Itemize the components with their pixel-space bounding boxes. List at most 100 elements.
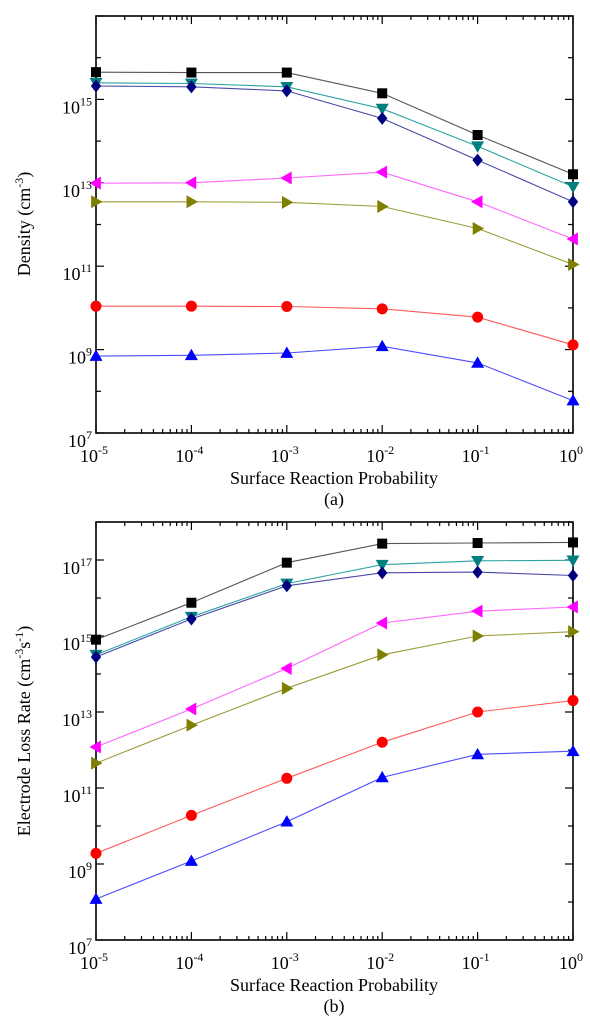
data-point-triangle-up bbox=[90, 892, 103, 903]
data-point-triangle-left bbox=[471, 195, 482, 208]
data-point-triangle-left bbox=[185, 702, 196, 715]
x-tick-label: 10-3 bbox=[271, 950, 299, 973]
data-point-circle bbox=[377, 303, 388, 314]
data-point-triangle-left bbox=[185, 176, 196, 189]
y-tick-label: 1015 bbox=[62, 631, 92, 654]
data-point-triangle-left bbox=[90, 740, 101, 753]
data-point-triangle-right bbox=[568, 258, 579, 271]
data-point-circle bbox=[186, 301, 197, 312]
data-point-triangle-right bbox=[91, 757, 102, 770]
data-point-circle bbox=[472, 707, 483, 718]
series-line-diamond bbox=[96, 572, 573, 657]
data-point-circle bbox=[568, 339, 579, 350]
data-point-circle bbox=[281, 301, 292, 312]
data-point-triangle-right bbox=[187, 719, 198, 732]
x-tick-label: 10-2 bbox=[366, 950, 394, 973]
series-line-circle bbox=[96, 701, 573, 854]
data-point-circle bbox=[186, 810, 197, 821]
data-point-triangle-up bbox=[185, 349, 198, 360]
data-point-triangle-right bbox=[282, 682, 293, 695]
panel-a-plot-frame bbox=[96, 16, 573, 433]
x-tick-label: 10-1 bbox=[462, 443, 490, 466]
data-point-diamond bbox=[568, 195, 578, 208]
y-tick-label: 1011 bbox=[62, 261, 92, 284]
data-point-triangle-left bbox=[567, 600, 578, 613]
data-point-triangle-right bbox=[377, 648, 388, 661]
data-point-square bbox=[568, 169, 578, 179]
data-point-triangle-left bbox=[280, 662, 291, 675]
data-point-triangle-down bbox=[471, 141, 484, 152]
panel-a-y-axis-label-text: Density (cm bbox=[14, 188, 35, 276]
data-point-square bbox=[282, 68, 292, 78]
panel-b-y-axis-label-text: Electrode Loss Rate (cm bbox=[14, 659, 35, 836]
y-tick-label: 109 bbox=[68, 859, 92, 882]
panel-a-y-axis-label-sup: -3 bbox=[12, 178, 26, 188]
x-tick-label: 10-4 bbox=[175, 950, 203, 973]
panel-b-plot-frame bbox=[96, 522, 573, 940]
data-point-square bbox=[473, 130, 483, 140]
data-point-triangle-up bbox=[280, 815, 293, 826]
panel-b-y-axis-label-tail: ) bbox=[14, 626, 35, 632]
data-point-square bbox=[568, 537, 578, 547]
panel-b-ticks bbox=[96, 522, 573, 940]
data-point-square bbox=[377, 88, 387, 98]
panel-a-x-axis-label: Surface Reaction Probability bbox=[230, 468, 438, 488]
series-line-triangle-down bbox=[96, 560, 573, 655]
data-point-triangle-up bbox=[376, 340, 389, 351]
panel-b-y-axis-label-sup2: -1 bbox=[12, 632, 26, 642]
panel-a-series-lines bbox=[96, 72, 573, 400]
data-point-triangle-right bbox=[377, 200, 388, 213]
panel-b-y-tick-labels: 107 109 1011 1013 1015 1017 bbox=[62, 555, 92, 958]
panel-b: 10-5 10-4 10-3 10-2 10-1 100 1071091011101310… bbox=[12, 522, 583, 1017]
panel-b-y-axis-label-mid: s bbox=[14, 642, 34, 649]
series-line-triangle-right bbox=[96, 632, 573, 764]
data-point-triangle-left bbox=[567, 232, 578, 245]
panel-a-y-axis-label: Density (cm-3) bbox=[12, 172, 35, 276]
data-point-triangle-right bbox=[282, 196, 293, 209]
data-point-circle bbox=[91, 848, 102, 859]
data-point-circle bbox=[91, 301, 102, 312]
data-point-diamond bbox=[472, 566, 482, 579]
panel-a-y-tick-labels: 107 109 1011 1013 1015 bbox=[62, 94, 92, 451]
data-point-triangle-right bbox=[473, 222, 484, 235]
data-point-triangle-left bbox=[376, 616, 387, 629]
data-point-triangle-up bbox=[185, 854, 198, 865]
data-point-triangle-down bbox=[567, 555, 580, 566]
data-point-triangle-left bbox=[280, 172, 291, 185]
data-point-triangle-right bbox=[187, 195, 198, 208]
y-tick-label: 109 bbox=[68, 345, 92, 368]
panel-b-x-axis-label: Surface Reaction Probability bbox=[230, 975, 438, 995]
data-point-triangle-right bbox=[91, 195, 102, 208]
data-point-triangle-up bbox=[471, 748, 484, 759]
data-point-square bbox=[91, 67, 101, 77]
data-point-square bbox=[91, 635, 101, 645]
data-point-square bbox=[186, 68, 196, 78]
y-tick-label: 1013 bbox=[62, 178, 92, 201]
data-point-triangle-right bbox=[473, 630, 484, 643]
data-point-circle bbox=[377, 737, 388, 748]
x-tick-label: 10-3 bbox=[271, 443, 299, 466]
data-point-triangle-left bbox=[376, 166, 387, 179]
data-point-square bbox=[282, 558, 292, 568]
data-point-diamond bbox=[377, 566, 387, 579]
data-point-triangle-right bbox=[568, 625, 579, 638]
panel-a-data-points bbox=[90, 67, 580, 405]
data-point-square bbox=[377, 539, 387, 549]
data-point-circle bbox=[281, 773, 292, 784]
series-line-square bbox=[96, 72, 573, 174]
x-tick-label: 100 bbox=[559, 443, 583, 466]
panel-b-y-axis-label: Electrode Loss Rate (cm-3s-1) bbox=[12, 626, 35, 836]
data-point-diamond bbox=[568, 569, 578, 582]
series-line-triangle-down bbox=[96, 83, 573, 187]
y-tick-label: 1017 bbox=[62, 555, 92, 578]
series-line-triangle-up bbox=[96, 346, 573, 400]
series-line-triangle-left bbox=[96, 172, 573, 239]
data-point-triangle-down bbox=[567, 182, 580, 193]
panel-a-label: (a) bbox=[324, 489, 344, 510]
panel-a-ticks bbox=[96, 16, 573, 433]
data-point-diamond bbox=[472, 154, 482, 167]
data-point-triangle-up bbox=[567, 394, 580, 405]
series-line-square bbox=[96, 542, 573, 639]
data-point-square bbox=[186, 598, 196, 608]
